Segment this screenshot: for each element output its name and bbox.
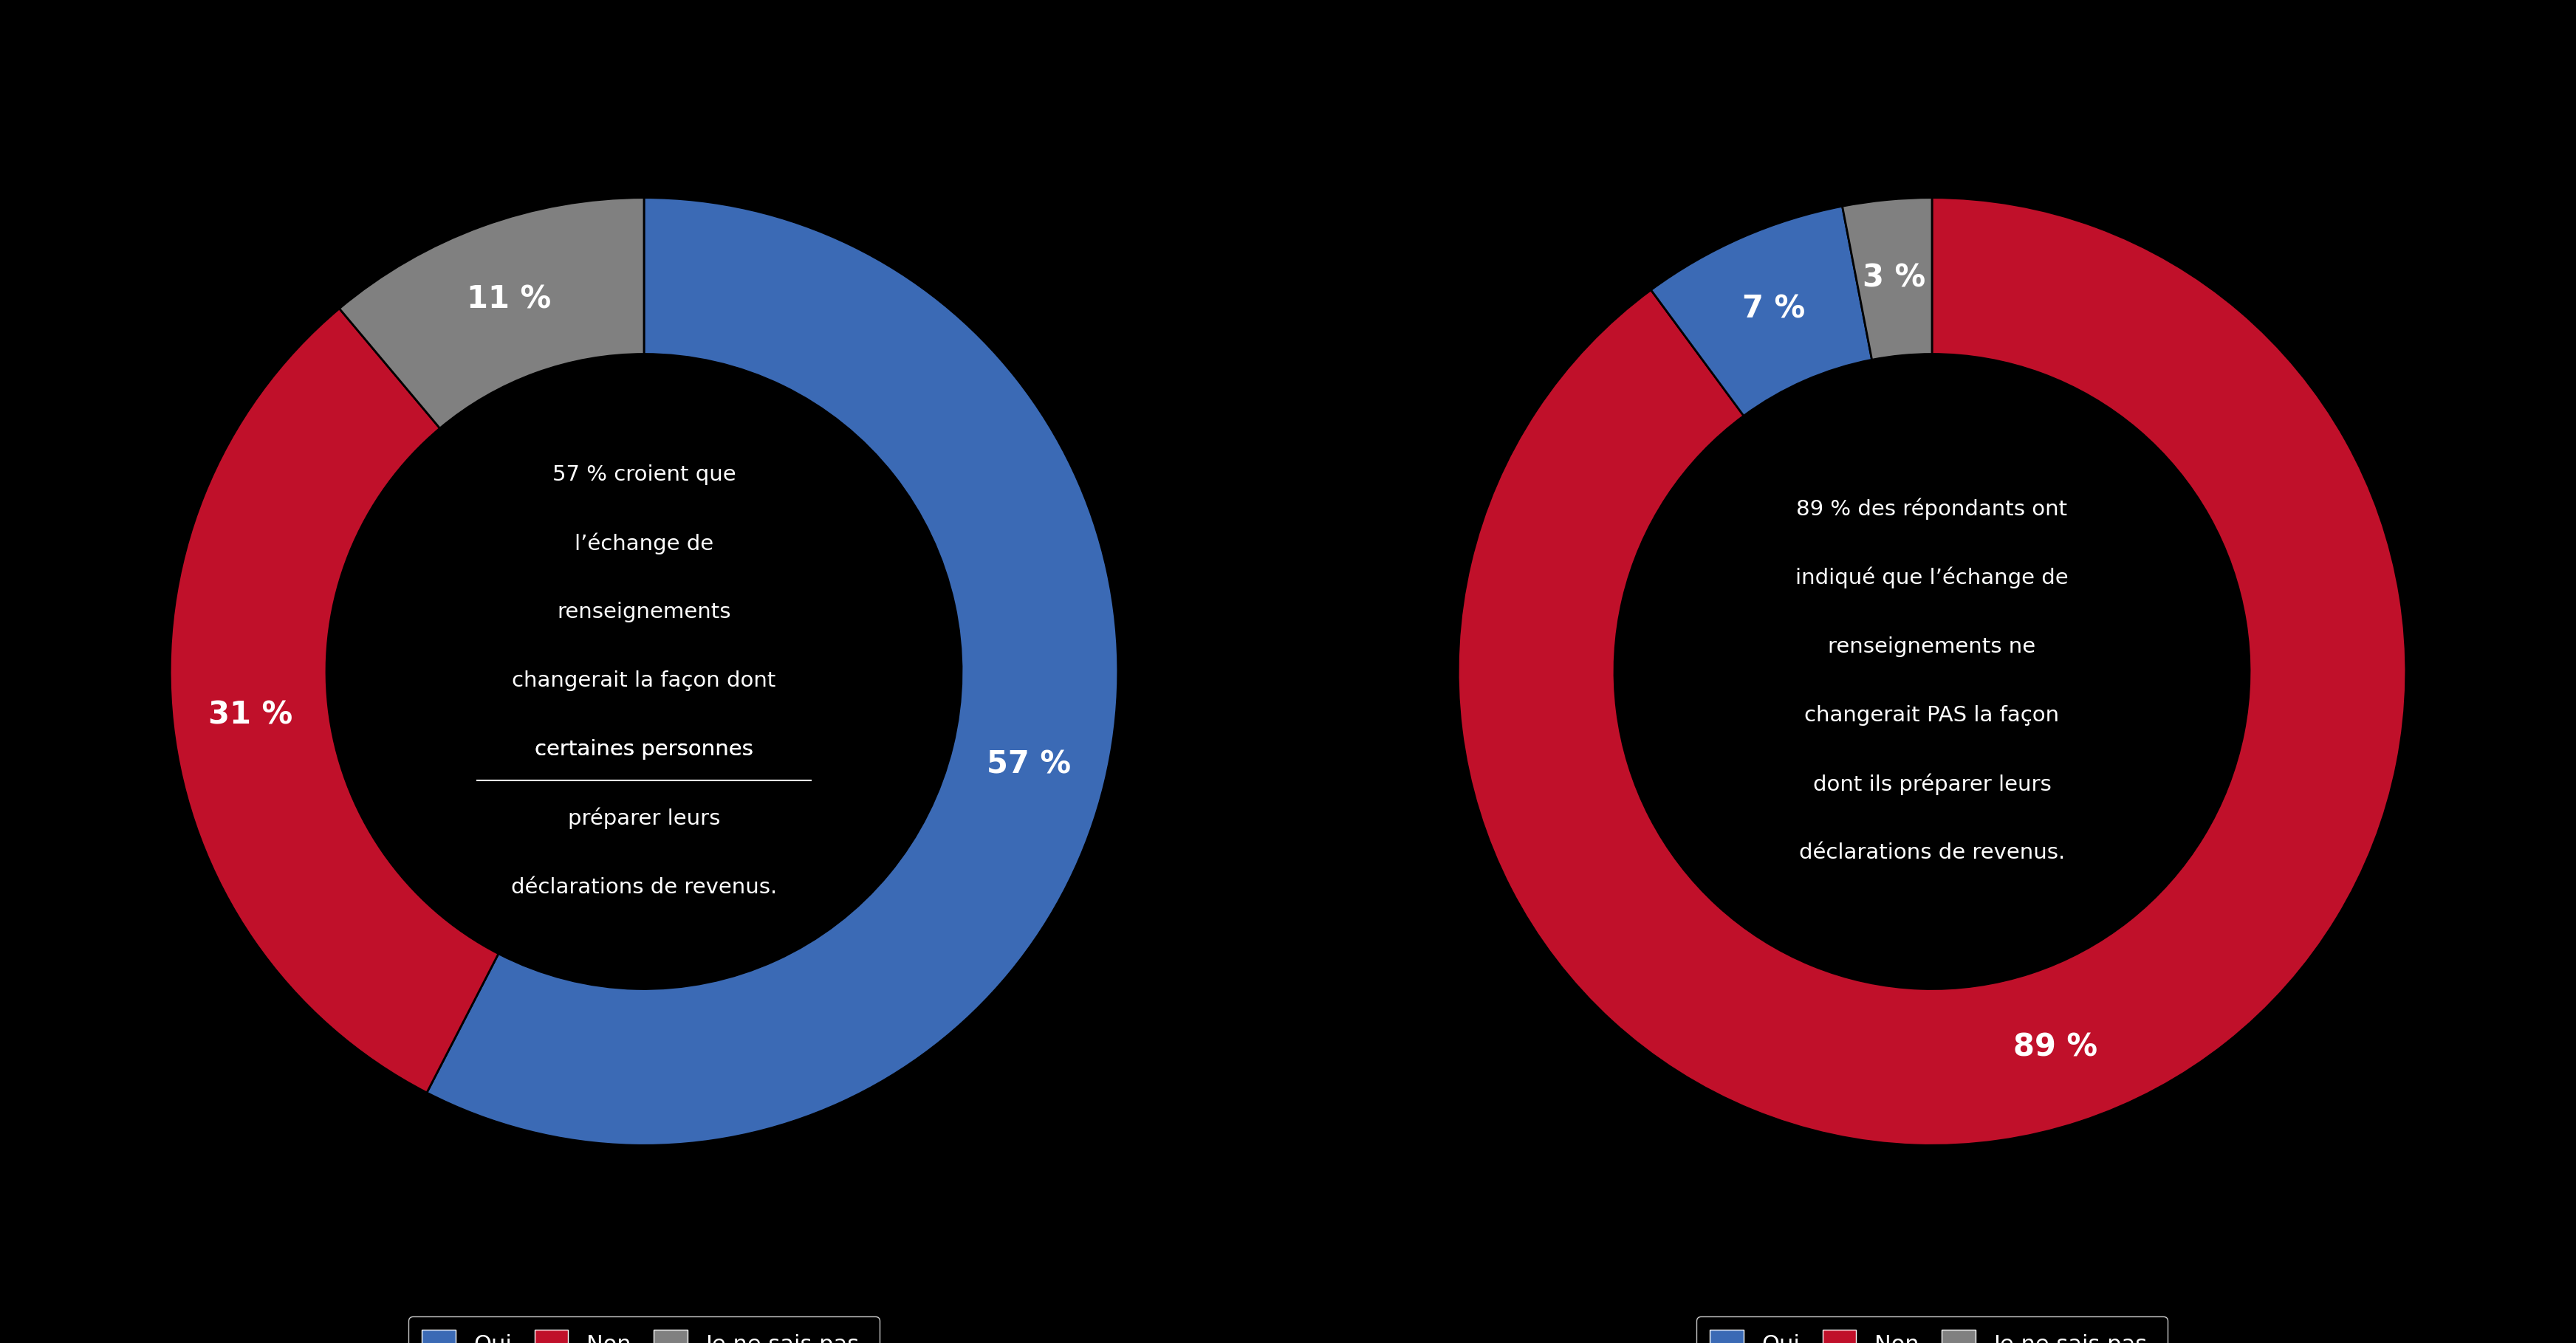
Text: renseignements ne: renseignements ne xyxy=(1829,637,2035,657)
Wedge shape xyxy=(170,309,500,1093)
Legend: Oui, Non, Je ne sais pas.: Oui, Non, Je ne sais pas. xyxy=(407,1316,881,1343)
Wedge shape xyxy=(1651,207,1873,416)
Text: 89 % des répondants ont: 89 % des répondants ont xyxy=(1795,498,2069,520)
Wedge shape xyxy=(1458,197,2406,1146)
Text: changerait PAS la façon: changerait PAS la façon xyxy=(1806,705,2058,725)
Text: 7 %: 7 % xyxy=(1741,294,1806,325)
Wedge shape xyxy=(340,197,644,428)
Text: 31 %: 31 % xyxy=(209,700,294,731)
Text: renseignements: renseignements xyxy=(556,602,732,623)
Text: 11 %: 11 % xyxy=(466,285,551,316)
Wedge shape xyxy=(1842,197,1932,360)
Text: l’échange de: l’échange de xyxy=(574,533,714,555)
Text: indiqué que l’échange de: indiqué que l’échange de xyxy=(1795,567,2069,588)
Text: déclarations de revenus.: déclarations de revenus. xyxy=(510,877,778,897)
Text: certaines personnes: certaines personnes xyxy=(536,740,752,760)
Text: déclarations de revenus.: déclarations de revenus. xyxy=(1798,842,2066,864)
Text: 57 %: 57 % xyxy=(987,749,1072,780)
Text: 57 % croient que: 57 % croient que xyxy=(551,465,737,485)
Text: dont ils préparer leurs: dont ils préparer leurs xyxy=(1814,774,2050,795)
Wedge shape xyxy=(428,197,1118,1146)
Text: certaines personnes: certaines personnes xyxy=(536,740,752,760)
Text: 3 %: 3 % xyxy=(1862,262,1927,293)
Text: changerait la façon dont: changerait la façon dont xyxy=(513,670,775,692)
Legend: Oui, Non, Je ne sais pas.: Oui, Non, Je ne sais pas. xyxy=(1695,1316,2169,1343)
Text: préparer leurs: préparer leurs xyxy=(567,807,721,829)
Text: 89 %: 89 % xyxy=(2014,1031,2097,1062)
